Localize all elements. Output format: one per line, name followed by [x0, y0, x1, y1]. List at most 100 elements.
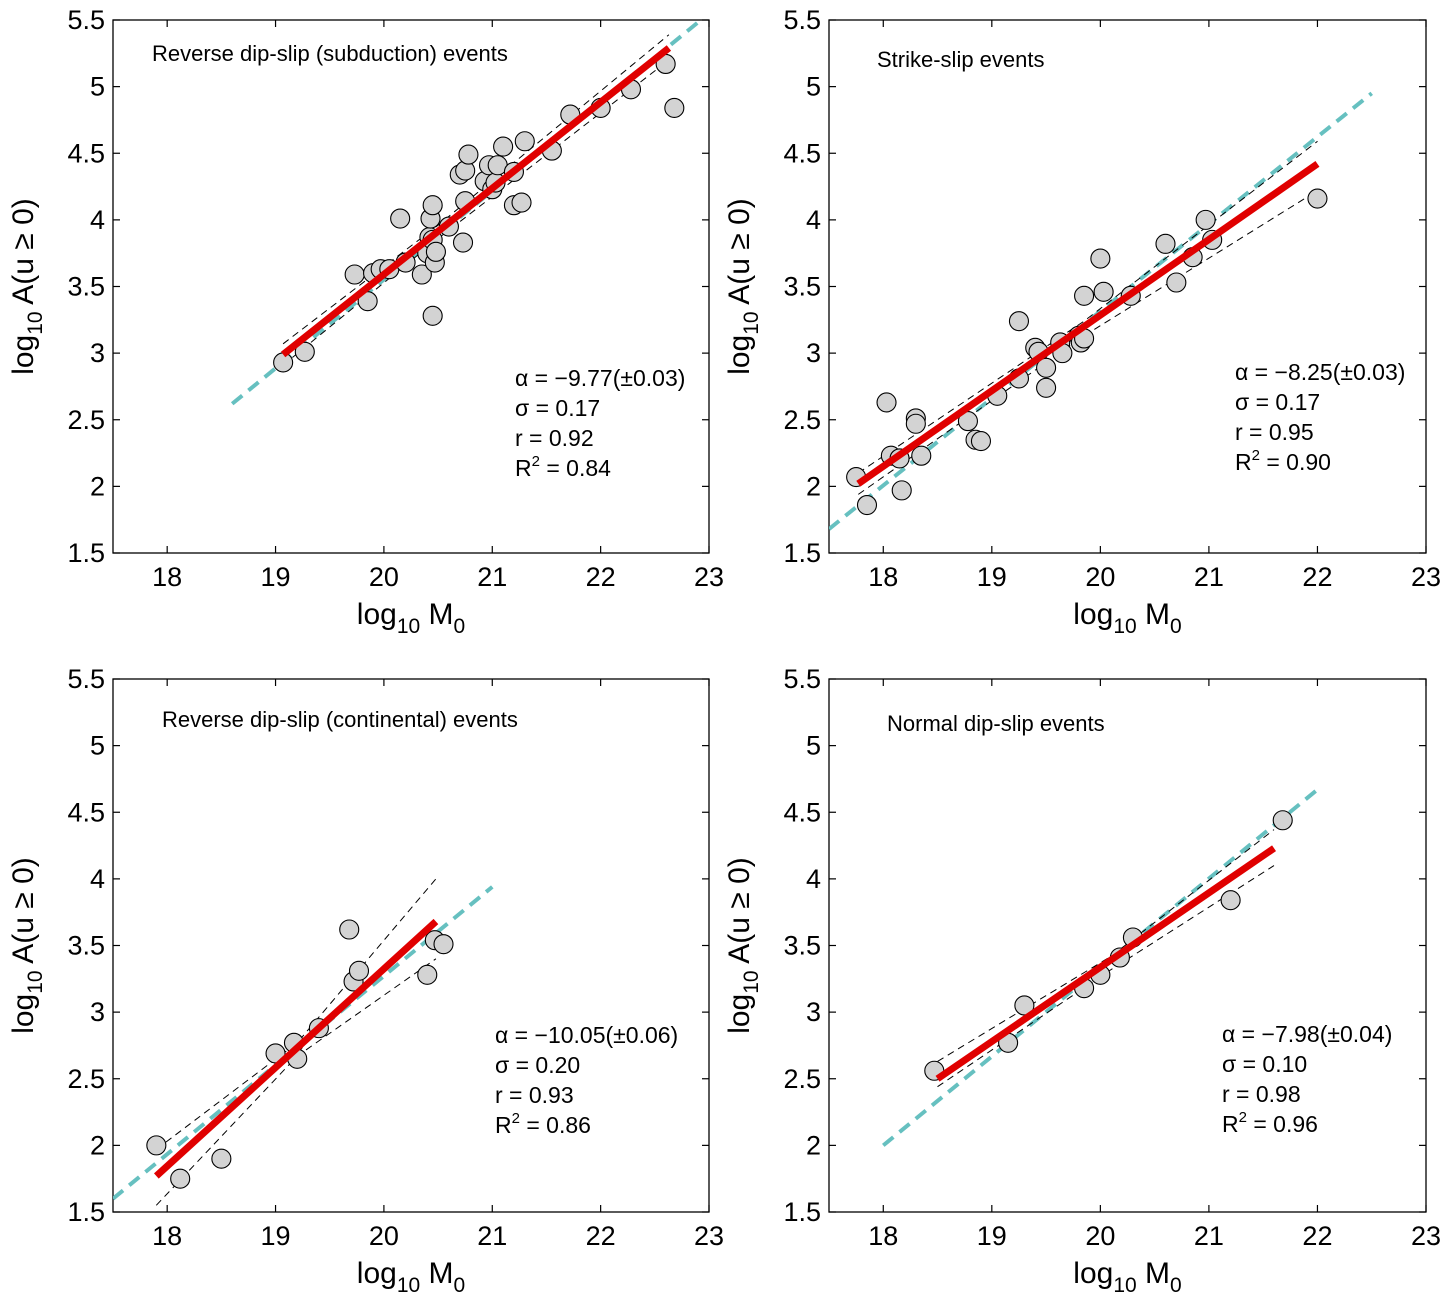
y-tick-label: 5: [806, 72, 821, 102]
y-tick-label: 4.5: [67, 797, 105, 827]
y-axis-label-base: log: [7, 335, 40, 375]
stat-r-squared-sup: 2: [1252, 447, 1260, 464]
data-point: [1220, 890, 1241, 911]
x-axis-label: log10 M0: [1073, 598, 1181, 638]
stat-alpha: α = −7.98(±0.04): [1222, 1021, 1392, 1047]
x-tick-label: 19: [977, 1221, 1007, 1251]
y-tick-label: 5: [90, 731, 105, 761]
x-tick-label: 21: [1194, 1221, 1224, 1251]
stat-sigma: σ = 0.17: [1235, 389, 1320, 415]
data-point: [146, 1135, 167, 1156]
stat-sigma: σ = 0.17: [515, 395, 600, 421]
confidence-lower-line: [858, 190, 1318, 495]
data-point: [511, 192, 532, 213]
stat-r-squared: R2 = 0.86: [495, 1110, 591, 1138]
data-point: [294, 341, 315, 362]
y-tick-label: 5.5: [67, 664, 105, 694]
y-tick-label: 3.5: [783, 931, 821, 961]
stat-r-squared-value: = 0.86: [520, 1112, 591, 1138]
data-point: [1093, 281, 1114, 302]
data-point: [1272, 810, 1293, 831]
y-tick-label: 1.5: [67, 1197, 105, 1227]
data-point: [1036, 357, 1057, 378]
y-axis-label-rest: A(u ≥ 0): [723, 198, 756, 311]
stat-sigma: σ = 0.20: [495, 1052, 580, 1078]
x-tick-label: 23: [1411, 562, 1441, 592]
data-point: [905, 413, 926, 434]
data-point: [344, 264, 365, 285]
fit-line: [856, 161, 1320, 487]
panel-title: Strike-slip events: [877, 47, 1045, 72]
x-axis-label-sub2: 0: [1170, 615, 1182, 638]
y-tick-label: 2.5: [783, 405, 821, 435]
data-point: [856, 494, 878, 516]
x-tick-label: 19: [261, 562, 291, 592]
stat-r-squared-value: = 0.96: [1247, 1111, 1318, 1137]
x-axis-label-rest: M: [1137, 598, 1170, 631]
stat-alpha: α = −10.05(±0.06): [495, 1022, 678, 1048]
x-tick-label: 19: [261, 1221, 291, 1251]
y-axis-label: log10 A(u ≥ 0): [7, 198, 47, 375]
y-axis-label-rest: A(u ≥ 0): [723, 857, 756, 970]
data-point: [425, 241, 446, 262]
stat-r-squared-sup: 2: [532, 453, 540, 470]
data-point: [390, 208, 411, 229]
stat-r-squared-base: R: [1222, 1111, 1239, 1137]
data-point: [493, 136, 514, 157]
x-axis-label-sub: 10: [1113, 1274, 1136, 1297]
data-point: [273, 352, 294, 373]
stat-r-squared: R2 = 0.96: [1222, 1109, 1318, 1137]
x-tick-label: 21: [477, 562, 507, 592]
y-tick-label: 2: [90, 1130, 105, 1160]
stat-r-squared-value: = 0.90: [1260, 449, 1331, 475]
y-tick-label: 4.5: [67, 138, 105, 168]
data-point: [1166, 272, 1187, 293]
stat-alpha: α = −9.77(±0.03): [515, 365, 685, 391]
plot-area: [230, 20, 705, 406]
x-axis-label: log10 M0: [357, 598, 465, 638]
y-axis-label-base: log: [723, 994, 756, 1034]
x-axis-label-rest: M: [420, 598, 453, 631]
data-point: [876, 392, 897, 413]
data-point: [1090, 248, 1111, 269]
stat-r-squared: R2 = 0.84: [515, 453, 611, 481]
y-axis-label-sub: 10: [24, 311, 47, 334]
data-point: [452, 232, 474, 253]
y-tick-label: 2: [806, 1130, 821, 1160]
y-tick-label: 3: [90, 338, 105, 368]
data-point: [1074, 285, 1095, 306]
fit-line: [280, 45, 672, 358]
x-axis-label: log10 M0: [357, 1257, 465, 1297]
y-axis-label-base: log: [723, 335, 756, 375]
y-axis-label-rest: A(u ≥ 0): [7, 857, 40, 970]
fit-line: [153, 918, 439, 1179]
y-tick-label: 4: [90, 205, 105, 235]
x-tick-label: 23: [694, 562, 724, 592]
y-tick-label: 3.5: [783, 272, 821, 302]
y-tick-label: 3.5: [67, 272, 105, 302]
stat-alpha: α = −8.25(±0.03): [1235, 359, 1405, 385]
y-axis-label-rest: A(u ≥ 0): [7, 198, 40, 311]
y-tick-label: 5.5: [783, 664, 821, 694]
x-tick-label: 22: [1302, 562, 1332, 592]
x-axis-label-base: log: [1073, 1257, 1113, 1290]
stat-r-squared-base: R: [1235, 449, 1252, 475]
stat-r-squared-sup: 2: [1239, 1109, 1247, 1126]
x-axis-label-sub: 10: [1113, 615, 1136, 638]
x-axis-label-base: log: [1073, 598, 1113, 631]
y-axis-label-sub: 10: [24, 970, 47, 993]
data-point: [1008, 311, 1030, 332]
y-tick-label: 3: [806, 338, 821, 368]
confidence-upper-line: [282, 34, 670, 345]
x-axis-label-sub2: 0: [454, 615, 466, 638]
data-point: [348, 960, 370, 981]
confidence-lower-line: [282, 59, 670, 366]
data-point: [422, 305, 443, 326]
panel-title: Reverse dip-slip (continental) events: [162, 707, 518, 732]
y-tick-label: 5.5: [67, 5, 105, 35]
confidence-upper-line: [858, 140, 1318, 474]
x-axis-label-sub: 10: [397, 1274, 420, 1297]
